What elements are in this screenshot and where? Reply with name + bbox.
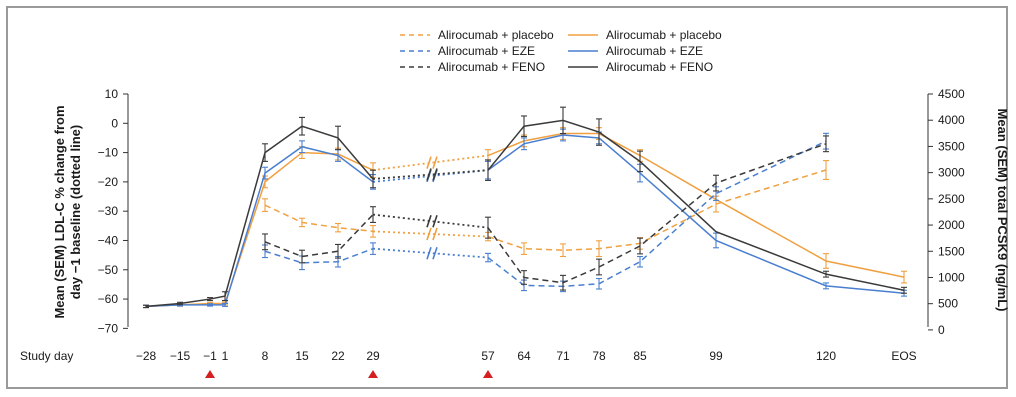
- dosing-marker-triangle: [205, 370, 215, 378]
- legend-label: Alirocumab + FENO: [438, 60, 545, 74]
- left-tick-label: −50: [98, 263, 119, 277]
- legend-label: Alirocumab + placebo: [438, 28, 554, 42]
- x-tick-label: −28: [136, 349, 157, 363]
- left-ticks: 10 0 −10 −20 −30 −40 −50 −60 −70: [98, 87, 128, 335]
- legend: Alirocumab + placebo Alirocumab + EZE Alir…: [400, 28, 722, 74]
- ldl-line-feno: [145, 125, 374, 308]
- right-tick-label: 2000: [938, 218, 965, 232]
- right-tick-label: 3000: [938, 166, 965, 180]
- left-tick-label: −20: [98, 175, 119, 189]
- axis-break-mark: [426, 156, 432, 169]
- axis-break-mark: [432, 227, 438, 241]
- right-y-axis-title: Mean (SEM) total PCSK9 (ng/mL): [995, 109, 1010, 312]
- right-tick-label: 4000: [938, 113, 965, 127]
- legend-label: Alirocumab + placebo: [606, 28, 722, 42]
- right-tick-label: 2500: [938, 192, 965, 206]
- axis-break-mark: [426, 168, 432, 181]
- x-tick-label: 1: [222, 349, 229, 363]
- ldl-dotted-placebo: [372, 154, 489, 172]
- dosing-marker-triangle: [368, 370, 378, 378]
- ldl-dotted-feno: [372, 169, 489, 180]
- ldl-line-eze: [487, 134, 905, 294]
- right-ticks: 4500 4000 3500 3000 2500 2000 1500 1000 500 0: [928, 87, 965, 337]
- axis-break-mark: [432, 246, 438, 260]
- axes: [127, 94, 929, 327]
- left-tick-label: −30: [98, 204, 119, 218]
- dosing-marker-triangle: [483, 370, 493, 378]
- axis-break-mark: [432, 168, 438, 181]
- pcsk9-dotted-eze: [372, 247, 489, 259]
- right-tick-label: 4500: [938, 87, 965, 101]
- left-y-axis-title-line1: Mean (SEM) LDL-C % change from: [52, 105, 67, 318]
- ldl-line-placebo: [487, 132, 905, 278]
- x-tick-label: −15: [170, 349, 191, 363]
- left-y-axis-title-line2: day −1 baseline (dotted line): [68, 125, 83, 299]
- ldl-line-eze: [145, 145, 374, 308]
- ldl-line-feno: [487, 119, 905, 292]
- plot-area: [143, 106, 907, 309]
- pcsk9-dotted-feno: [372, 213, 489, 229]
- legend-label: Alirocumab + EZE: [438, 44, 535, 58]
- left-tick-label: 0: [111, 116, 118, 130]
- x-tick-label: −1: [203, 349, 217, 363]
- chart-frame: [6, 6, 1008, 389]
- x-tick-label: 29: [366, 349, 380, 363]
- left-tick-label: 10: [105, 87, 119, 101]
- legend-label: Alirocumab + FENO: [606, 60, 713, 74]
- ldl-line-placebo: [145, 151, 374, 308]
- x-tick-label: 15: [295, 349, 309, 363]
- x-tick-label: 57: [481, 349, 495, 363]
- pcsk9-line-placebo: [264, 204, 374, 233]
- left-tick-label: −10: [98, 146, 119, 160]
- left-tick-label: −60: [98, 292, 119, 306]
- pcsk9-dotted-placebo: [372, 230, 489, 238]
- right-tick-label: 3500: [938, 139, 965, 153]
- axis-break-mark: [426, 227, 432, 241]
- left-tick-label: −40: [98, 233, 119, 247]
- pcsk9-line-feno: [264, 214, 374, 258]
- legend-label: Alirocumab + EZE: [606, 44, 703, 58]
- x-tick-label: 8: [262, 349, 269, 363]
- pcsk9-line-placebo: [487, 169, 827, 251]
- x-tick-label: 85: [633, 349, 647, 363]
- x-tick-label: 78: [592, 349, 606, 363]
- axis-break-mark: [432, 156, 438, 169]
- left-tick-label: −70: [98, 321, 119, 335]
- pcsk9-line-eze: [264, 247, 374, 264]
- x-tick-label: 22: [331, 349, 345, 363]
- x-ticks: −28 −15 −1 1 8 15 22 29 57 64 71 78 85 99 120 EOS: [136, 349, 917, 363]
- x-tick-label: 64: [517, 349, 531, 363]
- x-tick-label: 120: [816, 349, 836, 363]
- x-tick-label: 71: [556, 349, 570, 363]
- axis-break-mark: [426, 215, 432, 228]
- x-tick-label: EOS: [891, 349, 916, 363]
- x-axis-title: Study day: [20, 349, 73, 363]
- x-tick-label: 99: [709, 349, 723, 363]
- axis-break-mark: [432, 215, 438, 228]
- dosing-markers: [205, 370, 493, 378]
- right-tick-label: 1500: [938, 244, 965, 258]
- axis-break-mark: [426, 246, 432, 260]
- right-tick-label: 0: [938, 323, 945, 337]
- right-tick-label: 1000: [938, 270, 965, 284]
- right-tick-label: 500: [938, 297, 958, 311]
